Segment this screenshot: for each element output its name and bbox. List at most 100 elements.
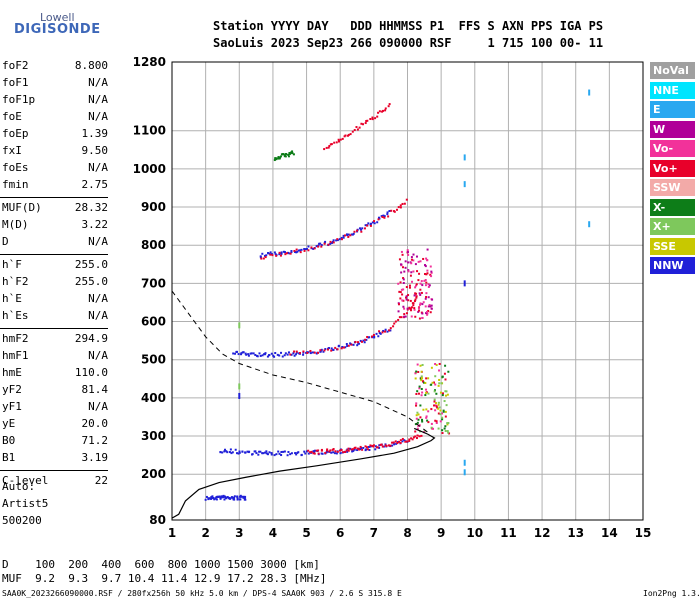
echo-point [387,444,390,447]
echo-point [329,242,332,245]
param-name-10: D [2,235,9,248]
echo-point [204,498,207,501]
echo-point [384,443,387,446]
echo-point [407,253,410,256]
echo-point [424,284,427,287]
echo-point [447,422,450,425]
echo-point [332,451,335,454]
echo-point [319,349,322,352]
echo-point [379,332,382,335]
echo-point [351,130,354,133]
echo-point [304,248,307,251]
echo-point [420,280,423,283]
echo-point [365,120,368,123]
echo-point [425,295,428,298]
param-value-2: N/A [88,93,108,106]
echo-point [360,340,363,343]
echo-point [426,419,429,422]
x-tick-label: 13 [567,526,584,540]
param-name-7: fmin [2,178,29,191]
echo-point [303,248,306,251]
echo-point [414,263,417,266]
echo-point [363,341,366,344]
echo-point [384,328,387,331]
echo-point [304,452,307,455]
echo-point [365,338,368,341]
muf-dashed-curve [171,290,428,433]
echo-point [444,425,447,428]
echo-point [275,254,278,257]
echo-point [383,215,386,218]
echo-point [312,452,315,455]
echo-point [373,335,376,338]
echo-point [429,305,432,308]
echo-point [369,445,372,448]
echo-point [294,452,297,455]
echo-point [295,350,298,353]
echo-point [331,241,334,244]
echo-point [307,245,310,248]
echo-point [274,352,277,355]
echo-point [426,312,429,315]
echo-point [272,354,275,357]
echo-point [432,427,435,430]
param-name-1: foF1 [2,76,29,89]
echo-point [326,450,329,453]
echo-point [406,440,409,443]
echo-point [292,153,295,156]
echo-point [307,452,310,455]
echo-point [317,452,320,455]
echo-point [325,449,328,452]
echo-point [309,349,312,352]
echo-point [435,420,438,423]
echo-point [280,351,283,354]
echo-point [402,305,405,308]
echo-point [247,353,250,356]
echo-point [434,375,437,378]
echo-point [254,353,257,356]
echo-point [360,122,363,125]
echo-point [412,253,415,256]
echo-point [269,251,272,254]
echo-point [440,382,443,385]
param-name-9: M(D) [2,218,29,231]
echo-point [319,350,322,353]
muf-table-distance: D 100 200 400 600 800 1000 1500 3000 [km… [2,558,320,571]
echo-point [335,141,338,144]
echo-point [414,435,417,438]
echo-point [409,299,412,302]
echo-point [406,251,409,254]
echo-point [280,251,283,254]
echo-point [236,452,239,455]
echo-point [386,213,389,216]
echo-point [364,224,367,227]
echo-point [424,264,427,267]
echo-point [398,316,401,319]
echo-point [382,445,385,448]
echo-point [413,294,416,297]
echo-point [353,230,356,233]
echo-point [290,249,293,252]
echo-point [329,240,332,243]
echo-point [408,438,411,441]
echo-point [378,444,381,447]
echo-point [251,453,254,456]
echo-point [236,497,239,500]
echo-point [327,243,330,246]
echo-point [321,452,324,455]
param-name-13: h`E [2,292,22,305]
echo-point [419,303,422,306]
echo-point [243,495,246,498]
echo-point [398,303,401,306]
param-name-4: foEp [2,127,29,140]
echo-point [284,153,287,156]
param-name-2: foF1p [2,93,36,106]
echo-point [437,384,440,387]
echo-point [234,352,237,355]
x-tick-label: 3 [235,526,243,540]
echo-point [381,331,384,334]
echo-point [463,459,466,466]
echo-point [399,263,402,266]
echo-point [415,414,418,417]
echo-point [242,351,245,354]
